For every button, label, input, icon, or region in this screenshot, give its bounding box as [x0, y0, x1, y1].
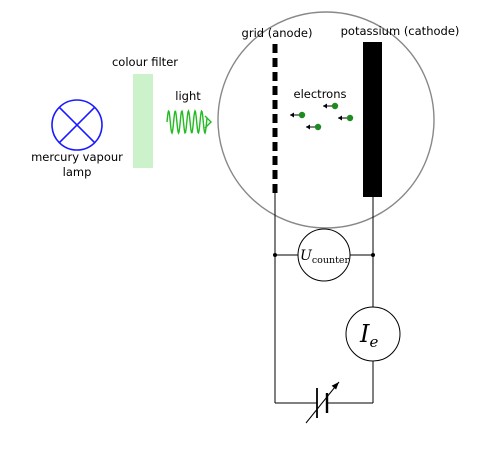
grid-anode-label: grid (anode): [242, 26, 313, 40]
voltmeter-u-counter: Ucounter: [297, 228, 351, 282]
lamp-label-line1: mercury vapour: [31, 150, 123, 164]
junction-right: [371, 253, 375, 257]
electron-1: [290, 111, 306, 119]
lamp-symbol-icon: [51, 99, 103, 151]
light-label: light: [175, 89, 201, 103]
electron-2: [323, 102, 339, 110]
colour-filter: [133, 74, 153, 168]
vacuum-tube: [217, 11, 435, 229]
potassium-cathode: [363, 42, 382, 197]
colour-filter-label: colour filter: [112, 55, 178, 69]
variable-voltage-source-icon: [305, 381, 340, 424]
electron-4: [306, 123, 322, 131]
cathode-label: potassium (cathode): [341, 24, 460, 38]
electrons-label: electrons: [294, 87, 347, 101]
light-wave-arrowhead: [204, 115, 212, 129]
circuit-wires: [274, 193, 374, 404]
electron-3: [338, 114, 354, 122]
junction-left: [273, 253, 277, 257]
ammeter-i-e: Ie: [345, 306, 401, 362]
voltmeter-symbol: Ucounter: [300, 248, 350, 266]
ammeter-symbol: Ie: [359, 320, 378, 351]
light-wave: [166, 109, 208, 135]
lamp-label-line2: lamp: [63, 165, 92, 179]
